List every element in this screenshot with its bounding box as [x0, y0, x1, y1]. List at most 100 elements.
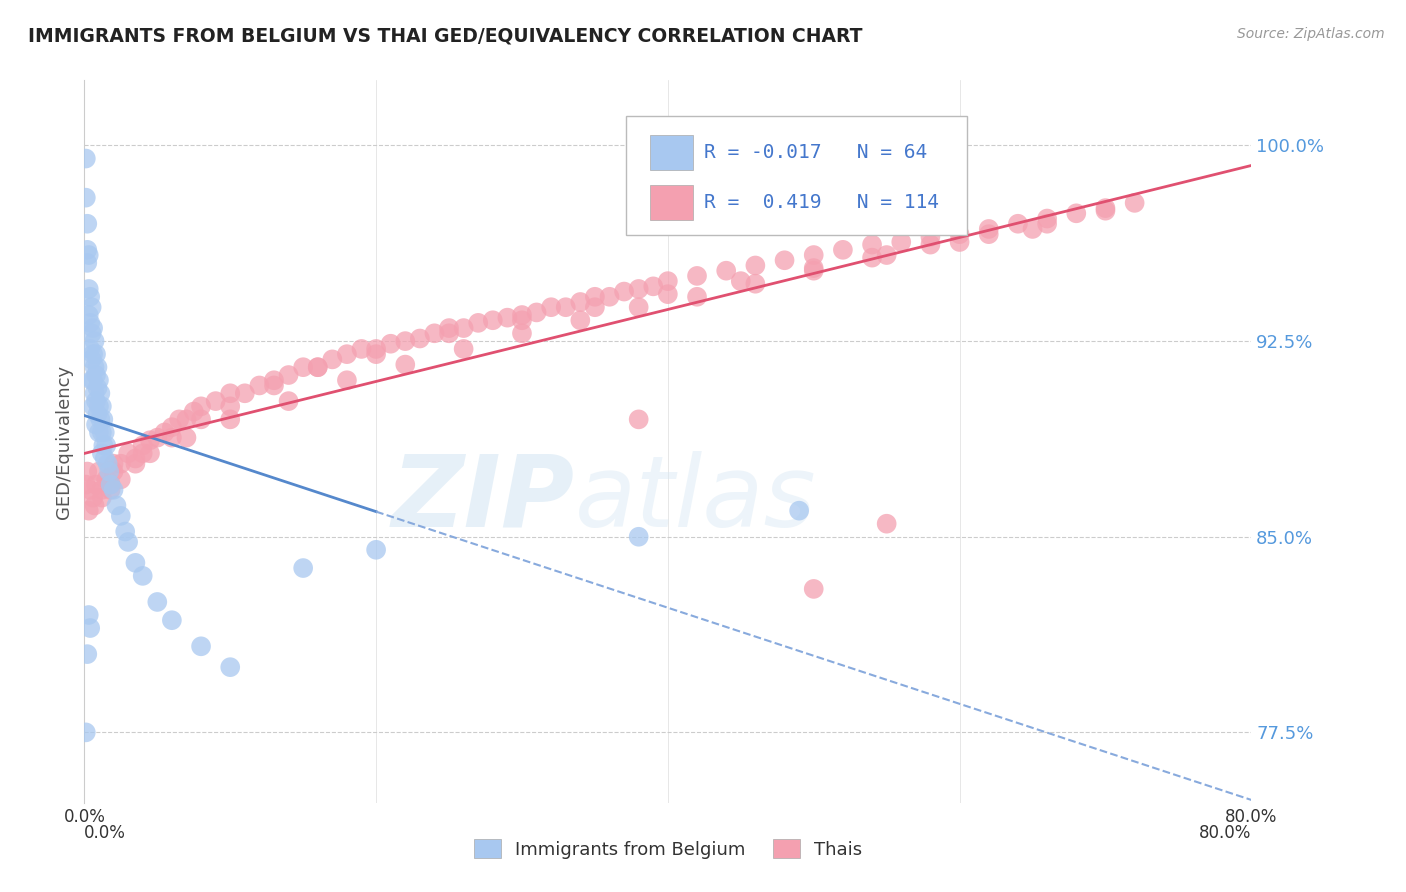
Text: 80.0%: 80.0% — [1199, 823, 1251, 842]
Point — [90, 425, 112, 440]
Point — [1007, 217, 1029, 231]
Point — [190, 640, 212, 654]
Point — [657, 287, 679, 301]
Point — [307, 360, 329, 375]
Point — [80, 300, 103, 314]
Point — [82, 373, 104, 387]
Point — [90, 491, 112, 505]
Point — [277, 394, 299, 409]
Point — [467, 316, 489, 330]
Point — [336, 347, 359, 361]
Point — [583, 300, 606, 314]
Point — [160, 613, 183, 627]
Point — [77, 282, 100, 296]
Point — [730, 274, 752, 288]
Point — [949, 227, 972, 242]
Point — [97, 457, 120, 471]
Point — [84, 394, 107, 409]
Point — [91, 438, 114, 452]
Point — [977, 222, 1000, 236]
Point — [84, 347, 107, 361]
Point — [510, 326, 533, 341]
Point — [96, 438, 118, 452]
Point — [233, 386, 256, 401]
Point — [124, 556, 146, 570]
Point — [627, 300, 650, 314]
Point — [87, 465, 110, 479]
Point — [132, 438, 155, 452]
Point — [569, 313, 592, 327]
Point — [540, 300, 562, 314]
Point — [79, 342, 101, 356]
Point — [496, 310, 519, 325]
Point — [160, 420, 183, 434]
Point — [744, 277, 766, 291]
Point — [96, 472, 118, 486]
Point — [76, 243, 98, 257]
Point — [167, 412, 190, 426]
Point — [860, 237, 883, 252]
Point — [75, 477, 97, 491]
Point — [219, 660, 242, 674]
Point — [100, 477, 122, 491]
Point — [83, 499, 105, 513]
Point — [76, 465, 98, 479]
Point — [90, 483, 112, 497]
Point — [114, 524, 136, 539]
Point — [190, 412, 212, 426]
Point — [76, 256, 98, 270]
Point — [153, 425, 176, 440]
Point — [204, 394, 226, 409]
Point — [1094, 203, 1116, 218]
Point — [79, 621, 101, 635]
Point — [87, 400, 110, 414]
Point — [350, 342, 373, 356]
Point — [84, 417, 107, 432]
Point — [146, 595, 169, 609]
Point — [366, 347, 388, 361]
Point — [526, 305, 548, 319]
Point — [79, 316, 101, 330]
Point — [643, 279, 665, 293]
Point — [773, 253, 796, 268]
Point — [803, 248, 825, 262]
Point — [80, 326, 103, 341]
Point — [146, 431, 169, 445]
Point — [263, 373, 285, 387]
Point — [437, 326, 460, 341]
Point — [132, 446, 155, 460]
Point — [219, 400, 242, 414]
Point — [83, 334, 105, 348]
Point — [1021, 222, 1043, 236]
Point — [920, 237, 942, 252]
Point — [583, 290, 606, 304]
Point — [453, 321, 475, 335]
Point — [860, 251, 883, 265]
Point — [117, 446, 139, 460]
Point — [160, 431, 183, 445]
Point — [86, 407, 108, 421]
Point — [75, 725, 97, 739]
Legend: Immigrants from Belgium, Thais: Immigrants from Belgium, Thais — [467, 832, 869, 866]
Point — [292, 360, 315, 375]
Point — [82, 491, 104, 505]
Point — [686, 290, 709, 304]
Point — [249, 378, 271, 392]
Point — [627, 412, 650, 426]
Point — [86, 381, 108, 395]
Point — [90, 446, 112, 460]
Point — [124, 451, 146, 466]
Point — [94, 451, 117, 466]
Point — [1036, 211, 1059, 226]
Text: ZIP: ZIP — [391, 450, 575, 548]
Point — [79, 290, 101, 304]
Point — [176, 412, 198, 426]
Point — [98, 465, 121, 479]
Text: IMMIGRANTS FROM BELGIUM VS THAI GED/EQUIVALENCY CORRELATION CHART: IMMIGRANTS FROM BELGIUM VS THAI GED/EQUI… — [28, 27, 863, 45]
Point — [263, 378, 285, 392]
Point — [787, 503, 810, 517]
Point — [482, 313, 505, 327]
Point — [110, 457, 132, 471]
Point — [100, 483, 122, 497]
Point — [1123, 195, 1146, 210]
